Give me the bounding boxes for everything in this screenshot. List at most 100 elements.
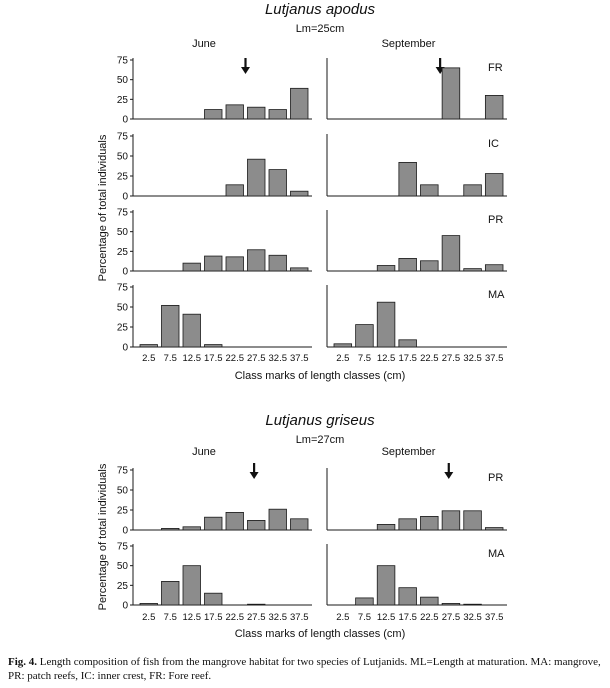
lutjanus-griseus-pr-june-bar-22.5 (225, 512, 244, 531)
lutjanus-griseus-ma-june-ytick-25: 25 (117, 581, 129, 592)
lutjanus-apodus-ma-june-ytick-50: 50 (117, 303, 129, 314)
lutjanus-apodus-pr-june-bar-37.5 (290, 267, 309, 272)
caption-label: Fig. 4. (8, 656, 38, 668)
lutjanus-griseus-xtick-0-2: 12.5 (183, 612, 202, 623)
lutjanus-griseus-pr-september-bar-12.5 (376, 524, 396, 531)
lutjanus-griseus-ma-june-bar-12.5 (182, 565, 201, 606)
lutjanus-griseus-xtick-0-1: 7.5 (164, 612, 177, 623)
lutjanus-apodus-xtick-1-2: 12.5 (377, 353, 396, 364)
lutjanus-apodus-pr-june-bar-17.5 (204, 255, 223, 272)
lutjanus-apodus-xtick-0-1: 7.5 (164, 353, 177, 364)
lutjanus-apodus-ma-june-ytick-25: 25 (117, 323, 129, 334)
lutjanus-griseus-xtick-1-5: 27.5 (442, 612, 461, 623)
lutjanus-griseus-pr-june-ytick-25: 25 (117, 506, 129, 517)
lutjanus-griseus-pr-june-bar-32.5 (268, 508, 287, 531)
lutjanus-griseus-subtitle: Lm=27cm (296, 434, 345, 446)
lutjanus-apodus-maturity-arrow-head-0 (241, 67, 250, 74)
lutjanus-griseus-xtick-1-0: 2.5 (336, 612, 349, 623)
lutjanus-apodus-ic-june-bar-22.5 (225, 184, 244, 197)
lutjanus-apodus-ma-june-bar-12.5 (182, 313, 201, 348)
lutjanus-apodus-pr-june-ytick-25: 25 (117, 247, 129, 258)
lutjanus-apodus-pr-september-bar-17.5 (398, 258, 417, 272)
lutjanus-griseus-xtick-0-0: 2.5 (142, 612, 155, 623)
lutjanus-apodus-ic-june-bar-32.5 (268, 169, 287, 197)
lutjanus-apodus-xtick-0-5: 27.5 (247, 353, 266, 364)
lutjanus-apodus-month-0: June (192, 38, 216, 50)
lutjanus-apodus-xtick-0-0: 2.5 (142, 353, 155, 364)
lutjanus-apodus-pr-june-bar-27.5 (247, 249, 266, 272)
lutjanus-griseus-month-1: September (382, 446, 436, 458)
lutjanus-griseus-pr-september-bar-37.5 (484, 527, 504, 531)
figure-caption: Fig. 4. Length composition of fish from … (8, 655, 606, 683)
lutjanus-griseus-xtick-0-7: 37.5 (290, 612, 309, 623)
lutjanus-griseus-xtick-1-1: 7.5 (358, 612, 371, 623)
lutjanus-griseus-ma-june-ytick-75: 75 (117, 542, 129, 553)
lutjanus-apodus-pr-september-bar-27.5 (441, 235, 461, 272)
lutjanus-apodus-xtick-0-3: 17.5 (204, 353, 223, 364)
lutjanus-griseus-xtick-1-4: 22.5 (420, 612, 439, 623)
lutjanus-apodus-xtick-1-1: 7.5 (358, 353, 371, 364)
lutjanus-apodus-pr-september-bar-37.5 (484, 264, 504, 272)
lutjanus-apodus-subtitle: Lm=25cm (296, 23, 345, 35)
lutjanus-griseus-ma-september-bar-27.5 (441, 603, 461, 606)
lutjanus-apodus-ic-september-bar-37.5 (484, 173, 504, 197)
lutjanus-apodus-xtick-1-0: 2.5 (336, 353, 349, 364)
lutjanus-griseus-pr-june-ytick-0: 0 (122, 526, 128, 537)
lutjanus-apodus-xlabel: Class marks of length classes (cm) (235, 370, 406, 382)
lutjanus-griseus-pr-june-bar-17.5 (204, 516, 223, 531)
lutjanus-apodus-ic-june-ytick-50: 50 (117, 152, 129, 163)
lutjanus-griseus-pr-september-bar-22.5 (420, 516, 439, 531)
lutjanus-griseus-ylabel: Percentage of total individuals (97, 463, 109, 610)
lutjanus-griseus-pr-june-ytick-50: 50 (117, 486, 129, 497)
lutjanus-griseus-xtick-0-4: 22.5 (226, 612, 245, 623)
lutjanus-apodus-ma-june-bar-2.5 (139, 344, 158, 348)
lutjanus-griseus-pr-june-bar-7.5 (161, 528, 180, 531)
lutjanus-apodus-xtick-0-2: 12.5 (183, 353, 202, 364)
lutjanus-apodus-xtick-1-4: 22.5 (420, 353, 439, 364)
lutjanus-apodus-ic-september-bar-17.5 (398, 161, 417, 197)
lutjanus-apodus-title: Lutjanus apodus (265, 1, 376, 18)
lutjanus-apodus-fr-june-ytick-75: 75 (117, 56, 129, 67)
lutjanus-apodus-xtick-1-7: 37.5 (485, 353, 504, 364)
lutjanus-griseus-maturity-arrow-head-1 (444, 472, 454, 479)
lutjanus-griseus-ma-september-bar-7.5 (355, 597, 374, 606)
lutjanus-griseus-pr-june-ytick-75: 75 (117, 466, 129, 477)
chart-marks: Lutjanus apodus Lm=25cm Percentage of tota… (97, 1, 507, 640)
lutjanus-apodus-ma-june-bar-17.5 (204, 344, 223, 348)
lutjanus-griseus-ma-june-bar-17.5 (204, 592, 223, 606)
lutjanus-apodus-fr-june-bar-17.5 (204, 109, 223, 120)
lutjanus-griseus-ma-september-bar-32.5 (463, 603, 482, 606)
lutjanus-apodus-ic-june-ytick-25: 25 (117, 172, 129, 183)
lutjanus-griseus-xtick-0-5: 27.5 (247, 612, 266, 623)
lutjanus-griseus-pr-june-bar-37.5 (290, 518, 309, 531)
lutjanus-griseus-xtick-1-7: 37.5 (485, 612, 504, 623)
lutjanus-apodus-ylabel: Percentage of total individuals (97, 134, 109, 281)
lutjanus-apodus-ma-june-ytick-75: 75 (117, 283, 129, 294)
lutjanus-apodus-fr-june-bar-22.5 (225, 104, 244, 120)
lutjanus-apodus-ic-june-bar-37.5 (290, 190, 309, 197)
lutjanus-griseus-ma-september-bar-22.5 (420, 596, 439, 606)
lutjanus-apodus-fr-june-ytick-50: 50 (117, 75, 129, 86)
lutjanus-apodus-pr-june-bar-12.5 (182, 262, 201, 272)
lutjanus-griseus-ma-september-bar-17.5 (398, 587, 417, 606)
lutjanus-apodus-fr-june-bar-27.5 (247, 106, 266, 120)
lutjanus-apodus-pr-june-ytick-75: 75 (117, 208, 129, 219)
lutjanus-griseus-ma-june-bar-7.5 (161, 581, 180, 606)
lutjanus-griseus-ma-june-bar-2.5 (139, 603, 158, 606)
lutjanus-apodus-ic-june-bar-27.5 (247, 158, 266, 197)
lutjanus-griseus-pr-september-bar-27.5 (441, 510, 461, 531)
lutjanus-apodus-fr-september-bar-37.5 (484, 95, 504, 120)
lutjanus-apodus-fr-september-bar-27.5 (441, 67, 461, 120)
lutjanus-apodus-pr-september-habitat-label: PR (488, 214, 503, 226)
lutjanus-apodus-xtick-1-6: 32.5 (463, 353, 482, 364)
lutjanus-apodus-xtick-1-5: 27.5 (442, 353, 461, 364)
lutjanus-griseus-xtick-1-2: 12.5 (377, 612, 396, 623)
lutjanus-apodus-pr-june-bar-22.5 (225, 256, 244, 272)
lutjanus-apodus-fr-june-ytick-25: 25 (117, 95, 129, 106)
lutjanus-griseus-pr-june-bar-27.5 (247, 520, 266, 531)
lutjanus-griseus-xtick-1-6: 32.5 (463, 612, 482, 623)
lutjanus-apodus-ma-june-ytick-0: 0 (122, 343, 128, 354)
lutjanus-apodus-ic-september-bar-32.5 (463, 184, 482, 197)
lutjanus-griseus-pr-september-habitat-label: PR (488, 472, 503, 484)
lutjanus-griseus-maturity-arrow-head-0 (249, 472, 259, 479)
